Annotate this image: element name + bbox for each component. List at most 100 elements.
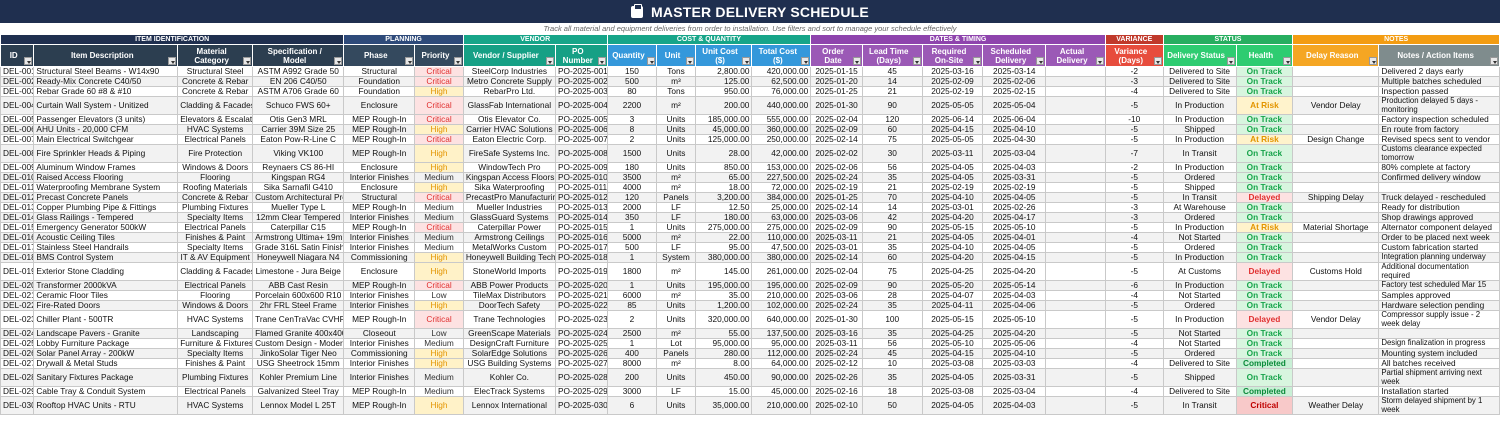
health-cell[interactable]: On Track <box>1235 182 1294 193</box>
po-number-cell[interactable]: PO-2025-007 <box>554 134 608 145</box>
actual-delivery-cell[interactable] <box>1045 252 1106 263</box>
delivery-status-cell[interactable]: Shipped <box>1162 182 1237 193</box>
unit-cost-cell[interactable]: 850.00 <box>694 162 753 173</box>
table-row[interactable]: DEL-020 Transformer 2000kVA Electrical Pan… <box>0 280 1500 291</box>
phase-cell[interactable]: Interior Finishes <box>343 290 416 301</box>
actual-delivery-cell[interactable] <box>1045 202 1106 213</box>
item-description-cell[interactable]: Acoustic Ceiling Tiles <box>33 232 179 243</box>
actual-delivery-cell[interactable] <box>1045 182 1106 193</box>
variance-cell[interactable]: -5 <box>1104 252 1164 263</box>
scheduled-delivery-cell[interactable]: 2025-04-10 <box>982 348 1047 359</box>
required-on-site-cell[interactable]: 2025-03-08 <box>921 358 984 369</box>
item-description-cell[interactable]: Cable Tray & Conduit System <box>33 386 179 397</box>
phase-cell[interactable]: MEP Rough-In <box>343 386 416 397</box>
item-id-cell[interactable]: DEL-028 <box>0 368 35 387</box>
item-description-cell[interactable]: Fire Sprinkler Heads & Piping <box>33 144 179 163</box>
unit-cell[interactable]: Units <box>656 222 696 233</box>
material-category-cell[interactable]: Concrete & Rebar <box>177 86 254 97</box>
order-date-cell[interactable]: 2025-01-30 <box>810 310 863 329</box>
specification-cell[interactable]: Kingspan RG4 <box>252 172 345 183</box>
material-category-cell[interactable]: Flooring <box>177 172 254 183</box>
priority-cell[interactable]: Critical <box>414 310 464 329</box>
total-cost-cell[interactable]: 95,000.00 <box>751 338 812 349</box>
material-category-cell[interactable]: Specialty Items <box>177 348 254 359</box>
notes-cell[interactable] <box>1378 328 1500 339</box>
required-on-site-cell[interactable]: 2025-04-10 <box>921 192 984 203</box>
phase-cell[interactable]: Enclosure <box>343 182 416 193</box>
actual-delivery-cell[interactable] <box>1045 66 1106 77</box>
priority-cell[interactable]: Critical <box>414 66 464 77</box>
scheduled-delivery-cell[interactable]: 2025-02-15 <box>982 86 1047 97</box>
lead-time-cell[interactable]: 60 <box>861 252 923 263</box>
variance-cell[interactable]: -5 <box>1104 96 1164 115</box>
table-row[interactable]: DEL-023 Chiller Plant - 500TR HVAC Systems… <box>0 310 1500 329</box>
scheduled-delivery-cell[interactable]: 2025-03-04 <box>982 144 1047 163</box>
total-cost-cell[interactable]: 380,000.00 <box>751 252 812 263</box>
unit-cell[interactable]: m³ <box>656 76 696 87</box>
delivery-status-cell[interactable]: Ordered <box>1162 212 1237 223</box>
item-id-cell[interactable]: DEL-026 <box>0 348 35 359</box>
vendor-cell[interactable]: Caterpillar Power <box>462 222 556 233</box>
item-description-cell[interactable]: Stainless Steel Handrails <box>33 242 179 253</box>
actual-delivery-cell[interactable] <box>1045 76 1106 87</box>
variance-cell[interactable]: -4 <box>1104 338 1164 349</box>
specification-cell[interactable]: Trane CenTraVac CVHF <box>252 310 345 329</box>
variance-cell[interactable]: -5 <box>1104 328 1164 339</box>
delivery-status-cell[interactable]: In Production <box>1162 280 1237 291</box>
variance-cell[interactable]: -4 <box>1104 290 1164 301</box>
order-date-cell[interactable]: 2025-02-12 <box>810 358 863 369</box>
phase-cell[interactable]: Foundation <box>343 76 416 87</box>
actual-delivery-cell[interactable] <box>1045 232 1106 243</box>
item-description-cell[interactable]: Aluminum Window Frames <box>33 162 179 173</box>
health-cell[interactable]: On Track <box>1235 114 1294 125</box>
unit-cell[interactable]: Units <box>656 124 696 135</box>
unit-cost-cell[interactable]: 28.00 <box>694 144 753 163</box>
item-id-cell[interactable]: DEL-006 <box>0 124 35 135</box>
priority-cell[interactable]: High <box>414 262 464 281</box>
actual-delivery-cell[interactable] <box>1045 134 1106 145</box>
required-on-site-cell[interactable]: 2025-04-07 <box>921 290 984 301</box>
priority-cell[interactable]: Medium <box>414 368 464 387</box>
phase-cell[interactable]: Enclosure <box>343 96 416 115</box>
scheduled-delivery-cell[interactable]: 2025-03-04 <box>982 386 1047 397</box>
item-id-cell[interactable]: DEL-029 <box>0 386 35 397</box>
delay-reason-cell[interactable] <box>1292 182 1380 193</box>
delivery-status-cell[interactable]: In Production <box>1162 134 1237 145</box>
po-number-cell[interactable]: PO-2025-011 <box>554 182 608 193</box>
unit-cell[interactable]: LF <box>656 202 696 213</box>
quantity-cell[interactable]: 1 <box>606 338 658 349</box>
item-id-cell[interactable]: DEL-023 <box>0 310 35 329</box>
material-category-cell[interactable]: Specialty Items <box>177 242 254 253</box>
table-row[interactable]: DEL-003 Rebar Grade 60 #8 & #10 Concrete &… <box>0 86 1500 97</box>
delivery-status-cell[interactable]: Ordered <box>1162 300 1237 311</box>
required-on-site-cell[interactable]: 2025-05-10 <box>921 338 984 349</box>
actual-delivery-cell[interactable] <box>1045 358 1106 369</box>
vendor-cell[interactable]: StoneWorld Imports <box>462 262 556 281</box>
notes-cell[interactable]: Alternator component delayed <box>1378 222 1500 233</box>
specification-cell[interactable]: Caterpillar C15 <box>252 222 345 233</box>
po-number-cell[interactable]: PO-2025-013 <box>554 202 608 213</box>
variance-cell[interactable]: -5 <box>1104 310 1164 329</box>
delivery-status-cell[interactable]: Not Started <box>1162 290 1237 301</box>
delay-reason-cell[interactable] <box>1292 86 1380 97</box>
health-cell[interactable]: On Track <box>1235 124 1294 135</box>
quantity-cell[interactable]: 6000 <box>606 290 658 301</box>
scheduled-delivery-cell[interactable]: 2025-04-05 <box>982 192 1047 203</box>
total-cost-cell[interactable]: 63,000.00 <box>751 212 812 223</box>
scheduled-delivery-cell[interactable]: 2025-04-06 <box>982 300 1047 311</box>
priority-cell[interactable]: High <box>414 162 464 173</box>
unit-cell[interactable]: m² <box>656 358 696 369</box>
filter-dropdown-icon[interactable] <box>1153 57 1162 65</box>
required-on-site-cell[interactable]: 2025-06-14 <box>921 114 984 125</box>
vendor-cell[interactable]: RebarPro Ltd. <box>462 86 556 97</box>
specification-cell[interactable]: ABB Cast Resin <box>252 280 345 291</box>
vendor-cell[interactable]: DesignCraft Furniture <box>462 338 556 349</box>
vendor-cell[interactable]: ElecTrack Systems <box>462 386 556 397</box>
material-category-cell[interactable]: Furniture & Fixtures <box>177 338 254 349</box>
specification-cell[interactable]: JinkoSolar Tiger Neo <box>252 348 345 359</box>
item-description-cell[interactable]: Raised Access Flooring <box>33 172 179 183</box>
unit-cost-cell[interactable]: 95.00 <box>694 242 753 253</box>
phase-cell[interactable]: Interior Finishes <box>343 212 416 223</box>
priority-cell[interactable]: Critical <box>414 222 464 233</box>
delay-reason-cell[interactable] <box>1292 202 1380 213</box>
